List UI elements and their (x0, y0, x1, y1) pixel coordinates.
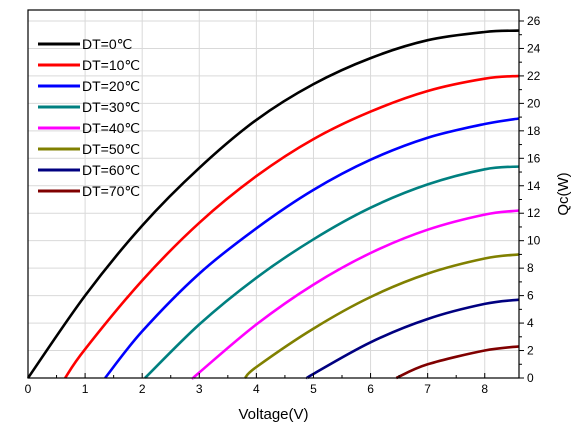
series-line-3 (104, 117, 520, 379)
x-tick-label: 0 (25, 382, 32, 396)
x-axis-title: Voltage(V) (238, 406, 308, 423)
x-tick-label: 7 (424, 382, 431, 396)
grid (27, 10, 519, 379)
y-axis-title: Qc(W) (555, 172, 572, 215)
y-tick-label: 8 (527, 261, 534, 275)
y-tick-label: 0 (527, 371, 534, 385)
x-tick-label: 6 (367, 382, 374, 396)
series-line-7 (305, 298, 520, 380)
y-tick-label: 26 (527, 14, 541, 28)
legend-label: DT=20℃ (82, 78, 140, 94)
series-line-6 (244, 253, 520, 379)
plot-frame (27, 9, 520, 379)
x-tick-label: 2 (139, 382, 146, 396)
x-axis: 0 1 2 3 4 5 6 7 8 (25, 373, 488, 396)
y-tick-label: 22 (527, 69, 541, 83)
series-line-4 (144, 165, 520, 379)
series-layer (26, 29, 520, 380)
y-tick-label: 2 (527, 344, 534, 358)
legend-label: DT=0℃ (82, 36, 132, 52)
x-tick-label: 3 (196, 382, 203, 396)
series-line-1 (26, 29, 520, 379)
x-tick-label: 5 (310, 382, 317, 396)
y-tick-label: 14 (527, 179, 541, 193)
legend: DT=0℃ DT=10℃ DT=20℃ DT=30℃ DT=40℃ DT=50℃ DT=60… (38, 36, 140, 199)
legend-label: DT=30℃ (82, 99, 140, 115)
series-line-2 (64, 74, 520, 379)
y-tick-label: 12 (527, 206, 541, 220)
x-tick-label: 1 (82, 382, 89, 396)
y-tick-label: 6 (527, 289, 534, 303)
series-line-8 (395, 345, 520, 380)
legend-label: DT=70℃ (82, 183, 140, 199)
x-tick-label: 8 (481, 382, 488, 396)
y-tick-label: 16 (527, 151, 541, 165)
y-tick-label: 20 (527, 96, 541, 110)
y-tick-label: 18 (527, 124, 541, 138)
x-tick-label: 4 (253, 382, 260, 396)
series-line-5 (191, 209, 520, 380)
y-tick-label: 4 (527, 316, 534, 330)
legend-label: DT=40℃ (82, 120, 140, 136)
y-tick-label: 24 (527, 41, 541, 55)
legend-label: DT=50℃ (82, 141, 140, 157)
legend-label: DT=60℃ (82, 162, 140, 178)
y-tick-label: 10 (527, 234, 541, 248)
legend-label: DT=10℃ (82, 57, 140, 73)
